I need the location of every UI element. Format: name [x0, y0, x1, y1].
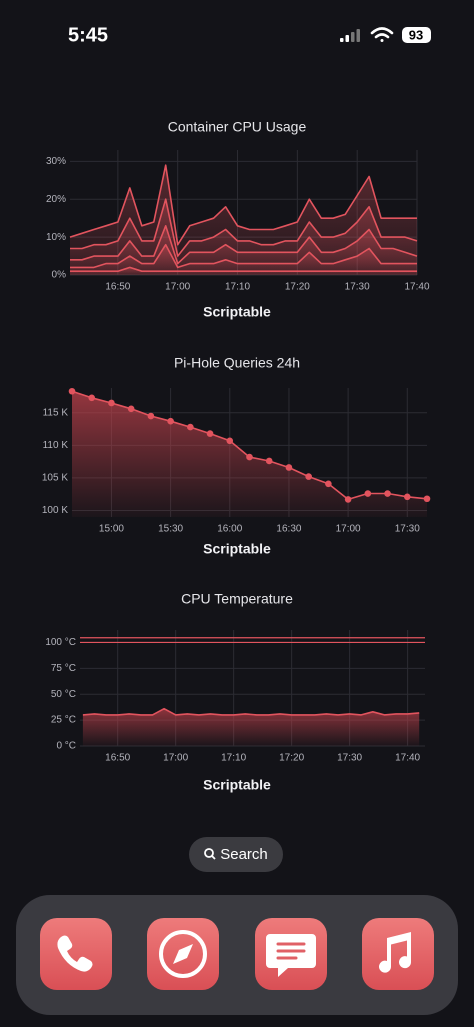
x-tick-label: 16:50	[105, 753, 130, 764]
point	[88, 394, 96, 402]
x-tick-label: 17:00	[163, 753, 188, 764]
battery-level: 93	[409, 27, 423, 42]
music-glyph	[379, 932, 412, 973]
x-tick-label: 17:40	[395, 753, 420, 764]
point	[127, 405, 135, 413]
point	[108, 399, 115, 407]
compass-ring	[159, 930, 207, 978]
point	[364, 490, 372, 497]
widget-source: Scriptable	[203, 304, 271, 320]
y-tick-label: 50 °C	[51, 689, 76, 700]
chart-title: Container CPU Usage	[168, 119, 307, 135]
point	[344, 496, 352, 503]
y-tick-label: 110 K	[43, 440, 69, 451]
line	[70, 198, 418, 257]
point	[147, 412, 155, 420]
line	[70, 225, 418, 265]
status-time: 5:45	[68, 24, 108, 46]
x-tick-label: 17:10	[221, 753, 246, 764]
widget-source: Scriptable	[203, 777, 271, 793]
x-tick-label: 17:00	[336, 524, 361, 535]
app-icon[interactable]	[362, 918, 434, 990]
dock	[16, 895, 458, 1015]
point	[325, 480, 332, 488]
point	[305, 473, 312, 480]
search-icon-handle	[211, 855, 216, 860]
area	[70, 244, 417, 275]
x-tick-label: 17:10	[225, 282, 250, 293]
area	[72, 391, 427, 517]
y-tick-label: 105 K	[42, 473, 68, 484]
music-app[interactable]	[362, 918, 434, 990]
search-label[interactable]: Search	[220, 846, 268, 863]
battery-icon	[402, 27, 431, 43]
y-tick-label: 75 °C	[51, 663, 76, 674]
x-tick-label: 16:00	[217, 524, 242, 535]
line	[82, 707, 420, 716]
point	[384, 490, 391, 497]
x-tick-label: 17:30	[345, 282, 370, 293]
x-tick-label: 17:30	[395, 524, 420, 535]
point	[226, 437, 234, 445]
y-tick-label: 30%	[46, 156, 66, 167]
point	[246, 453, 253, 461]
area	[82, 708, 420, 746]
search-button[interactable]: Search	[189, 837, 283, 872]
chart-title: CPU Temperature	[181, 591, 293, 607]
safari-app[interactable]	[147, 918, 219, 990]
point	[265, 457, 273, 465]
x-tick-label: 15:30	[158, 524, 183, 535]
y-tick-label: 10%	[46, 232, 66, 243]
app-icon[interactable]	[40, 918, 112, 990]
compass-needle	[173, 944, 193, 964]
x-tick-label: 16:50	[105, 282, 130, 293]
line	[70, 266, 417, 272]
point	[403, 493, 411, 501]
y-tick-label: 115 K	[43, 407, 69, 418]
x-tick-label: 17:20	[279, 753, 304, 764]
y-tick-label: 25 °C	[51, 715, 76, 726]
search-pill[interactable]	[189, 837, 283, 872]
chart-title: Pi-Hole Queries 24h	[174, 355, 300, 371]
point	[285, 464, 293, 471]
point	[187, 423, 194, 431]
wifi-icon	[370, 27, 394, 42]
x-tick-label: 17:30	[337, 753, 362, 764]
phone-app[interactable]	[40, 918, 112, 990]
point	[68, 387, 76, 395]
x-tick-label: 17:40	[404, 282, 429, 293]
signal-icon	[340, 29, 360, 42]
x-tick-label: 15:00	[99, 524, 124, 535]
search-icon	[204, 848, 214, 858]
widgets: Container CPU Usage Scriptable 0% 10% 20% 30%…	[42, 119, 431, 793]
line	[69, 164, 417, 246]
point	[423, 495, 431, 503]
y-tick-label: 0%	[52, 270, 67, 281]
x-tick-label: 17:00	[165, 282, 190, 293]
messages-app[interactable]	[255, 918, 327, 990]
y-tick-label: 0 °C	[56, 741, 76, 752]
x-tick-label: 17:20	[285, 282, 310, 293]
y-tick-label: 100 K	[42, 505, 68, 516]
point	[167, 417, 174, 425]
x-tick-label: 16:30	[276, 524, 301, 535]
point	[206, 430, 214, 437]
phone-glyph	[57, 935, 93, 972]
y-tick-label: 20%	[46, 194, 66, 205]
line	[70, 243, 417, 269]
y-tick-label: 100 °C	[45, 637, 76, 648]
widget-source: Scriptable	[203, 541, 271, 557]
